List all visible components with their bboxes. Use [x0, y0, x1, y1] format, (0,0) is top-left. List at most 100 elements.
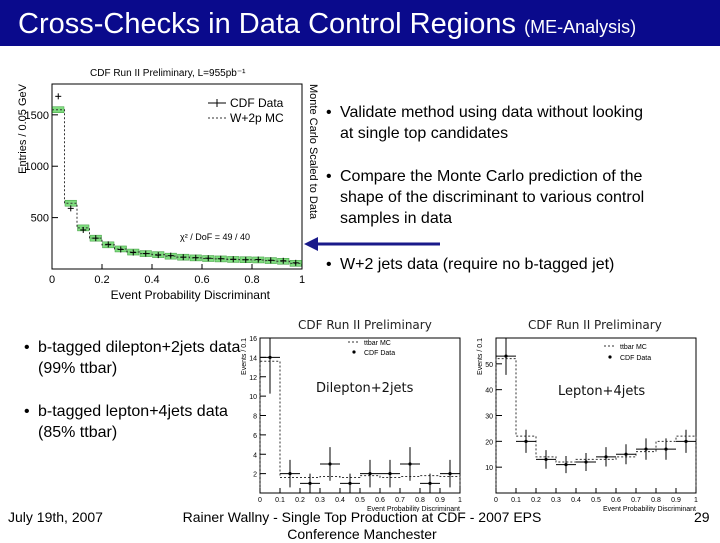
chart-dilepton-title: CDF Run II Preliminary [298, 318, 432, 332]
y-tick-label: 8 [253, 414, 257, 421]
bullet-dot: • [24, 339, 30, 356]
x-tick-label: 1 [299, 274, 305, 286]
x-tick-label: 0.2 [295, 497, 305, 504]
legend-mc-label: ttbar MC [620, 344, 647, 351]
x-tick-label: 0.6 [194, 274, 209, 286]
x-tick-label: 0 [258, 497, 262, 504]
bullet-lepton4jets-text: b-tagged lepton+4jets data (85% ttbar) [38, 403, 228, 441]
y-tick-label: 30 [485, 414, 493, 421]
x-tick-label: 0.7 [631, 497, 641, 504]
title-bar [0, 0, 720, 46]
data-point [328, 462, 332, 466]
x-tick-label: 0.6 [611, 497, 621, 504]
arrow-to-chart [304, 237, 440, 251]
bullet-w2jets: • W+2 jets data (require no b-tagged jet… [326, 254, 706, 275]
bullet-compare-text: Compare the Monte Carlo prediction of th… [340, 168, 645, 227]
x-tick-label: 0.7 [395, 497, 405, 504]
slide-title-sub: (ME-Analysis) [524, 17, 637, 37]
data-point [388, 472, 392, 476]
x-tick-label: 0 [49, 274, 55, 286]
chart-lepton4jets: 10 20 30 40 50 0 0.1 0.2 0.3 0.4 0.5 0.6 0.7 0.8 0.9 1 E… [477, 337, 698, 512]
x-tick-label: 0.4 [144, 274, 159, 286]
data-point [308, 481, 312, 485]
footer-page-number: 29 [694, 509, 710, 525]
data-point [448, 472, 452, 476]
bullet-validate: • Validate method using data without loo… [326, 102, 656, 144]
y-axis-label: Events / 0.1 [477, 338, 484, 375]
chart-lepton4jets-tag: Lepton+4jets [558, 384, 646, 399]
plot-frame [495, 337, 697, 494]
data-point [564, 462, 568, 467]
chart-w2jets-title: CDF Run II Preliminary, L=955pb⁻¹ [90, 68, 246, 79]
y-tick-label: 6 [253, 433, 257, 440]
chart-lepton4jets-title: CDF Run II Preliminary [528, 318, 662, 332]
data-point [524, 439, 528, 443]
data-point [544, 457, 548, 462]
x-tick-label: 0.5 [591, 497, 601, 504]
data-point [428, 481, 432, 485]
x-axis-label: Event Probability Discriminant [111, 288, 271, 302]
legend-data-label: CDF Data [364, 350, 395, 357]
mc-histogram-line [259, 360, 461, 493]
x-tick-label: 0.2 [531, 497, 541, 504]
data-point [368, 472, 372, 476]
footer-center: Rainer Wallny - Single Top Production at… [162, 509, 562, 543]
x-tick-label: 0.8 [651, 497, 661, 504]
x-tick-label: 1 [694, 497, 698, 504]
x-tick-label: 0.5 [355, 497, 365, 504]
bullet-lepton4jets: • b-tagged lepton+4jets data (85% ttbar) [24, 401, 244, 443]
bullet-dot: • [24, 403, 30, 420]
y-tick-label: 14 [249, 355, 257, 362]
legend-data-label: CDF Data [230, 96, 284, 110]
y-axis-label: Entries / 0.05 GeV [17, 83, 29, 174]
data-point [624, 452, 628, 456]
y-tick-label: 10 [249, 394, 257, 401]
bullet-dilepton-text: b-tagged dilepton+2jets data (99% ttbar) [38, 339, 241, 377]
legend-mc-label: W+2p MC [230, 111, 284, 125]
data-point [268, 355, 272, 359]
x-tick-label: 0.9 [671, 497, 681, 504]
x-axis-label: Event Probability Discriminant [367, 506, 460, 512]
data-point [584, 460, 588, 464]
footer-date: July 19th, 2007 [8, 509, 103, 525]
slide-title-main: Cross-Checks in Data Control Regions [18, 8, 525, 40]
x-tick-label: 0 [494, 497, 498, 504]
chart-dilepton: 2 4 6 8 10 12 14 16 0 0.1 0.2 0.3 0.4 0.5 0.6 0.7 0.8 0.9… [241, 336, 462, 512]
x-axis-label: Event Probability Discriminant [603, 506, 696, 512]
y-tick-label: 2 [253, 472, 257, 479]
legend-mc-label: ttbar MC [364, 340, 391, 347]
footer-center-line2: Conference Manchester [287, 526, 437, 542]
data-point [408, 462, 412, 466]
y-tick-label: 40 [485, 388, 493, 395]
bullet-dot: • [326, 256, 332, 273]
x-tick-label: 0.2 [94, 274, 109, 286]
y-tick-label: 1000 [25, 161, 49, 173]
footer-center-line1: Rainer Wallny - Single Top Production at… [182, 509, 542, 525]
chi2-annotation: χ² / DoF = 49 / 40 [180, 232, 250, 242]
plot-frame [51, 83, 303, 270]
y-tick-label: 12 [249, 375, 257, 382]
x-tick-label: 0.6 [375, 497, 385, 504]
data-point [644, 447, 648, 451]
data-point [664, 447, 668, 451]
x-tick-label: 0.4 [571, 497, 581, 504]
y-tick-label: 1500 [25, 110, 49, 122]
y-tick-label: 4 [253, 452, 257, 459]
y-tick-label: 16 [249, 336, 257, 343]
chart-dilepton-tag: Dilepton+2jets [316, 381, 414, 396]
x-tick-label: 0.8 [244, 274, 259, 286]
bullet-dot: • [326, 168, 332, 185]
bullet-dot: • [326, 104, 332, 121]
data-point [684, 439, 688, 443]
data-point [348, 481, 352, 485]
bullet-w2jets-text: W+2 jets data (require no b-tagged jet) [340, 256, 615, 273]
right-axis-label: Monte Carlo Scaled to Data [307, 84, 319, 220]
bullet-dilepton: • b-tagged dilepton+2jets data (99% ttba… [24, 337, 244, 379]
mc-band [52, 106, 65, 113]
x-tick-label: 0.9 [435, 497, 445, 504]
legend-data-swatch [352, 350, 356, 354]
legend-data-label: CDF Data [620, 355, 651, 362]
bullet-validate-text: Validate method using data without looki… [340, 104, 644, 142]
x-tick-label: 0.3 [551, 497, 561, 504]
y-tick-label: 20 [485, 439, 493, 446]
